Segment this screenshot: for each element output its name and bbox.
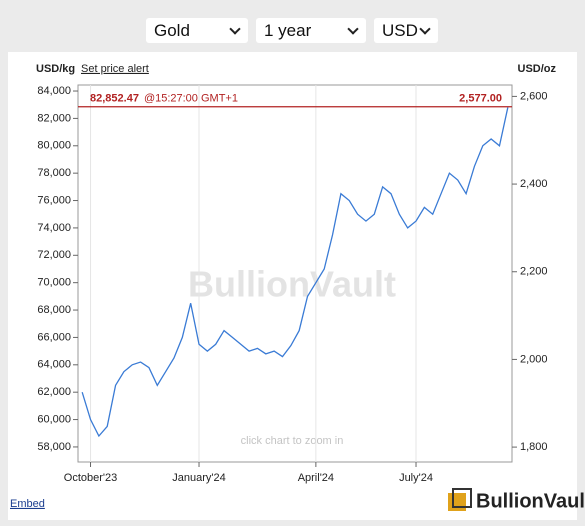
x-tick-label: October'23 bbox=[64, 472, 117, 484]
plot-area bbox=[77, 84, 513, 463]
x-tick-label: January'24 bbox=[172, 472, 225, 484]
right-unit: USD/oz bbox=[518, 63, 557, 75]
logo-text: BullionVault bbox=[476, 490, 585, 512]
y-tick-label: 62,000 bbox=[37, 386, 71, 398]
y2-tick-label: 1,800 bbox=[520, 441, 548, 453]
y-tick-label: 70,000 bbox=[37, 277, 71, 289]
y-tick-label: 58,000 bbox=[37, 441, 71, 453]
y-tick-label: 74,000 bbox=[37, 222, 71, 234]
y-tick-label: 82,000 bbox=[37, 112, 71, 124]
x-tick-label: April'24 bbox=[298, 472, 334, 484]
logo-icon bbox=[448, 493, 466, 511]
logo-icon-frame bbox=[452, 488, 472, 508]
y-tick-label: 66,000 bbox=[37, 331, 71, 343]
y-tick-label: 78,000 bbox=[37, 167, 71, 179]
panel bbox=[8, 52, 577, 520]
y2-tick-label: 2,400 bbox=[520, 178, 548, 190]
current-time: @15:27:00 GMT+1 bbox=[144, 93, 238, 105]
y-tick-label: 64,000 bbox=[37, 359, 71, 371]
y2-tick-label: 2,000 bbox=[520, 353, 548, 365]
y2-tick-label: 2,200 bbox=[520, 266, 548, 278]
y-tick-label: 72,000 bbox=[37, 249, 71, 261]
y-tick-label: 80,000 bbox=[37, 140, 71, 152]
y2-tick-label: 2,600 bbox=[520, 90, 548, 102]
current-price-oz-label: 2,577.00 bbox=[459, 93, 502, 105]
watermark: BullionVault bbox=[188, 264, 396, 305]
embed-link: Embed bbox=[10, 498, 45, 510]
alert-link: Set price alert bbox=[81, 63, 149, 75]
y-tick-label: 60,000 bbox=[37, 413, 71, 425]
zoom-hint: click chart to zoom in bbox=[241, 435, 344, 447]
x-tick-label: July'24 bbox=[399, 472, 433, 484]
current-price-label: 82,852.47 bbox=[90, 93, 139, 105]
price-line bbox=[81, 107, 509, 438]
y-tick-label: 68,000 bbox=[37, 304, 71, 316]
left-unit: USD/kg bbox=[36, 63, 75, 75]
metal-select[interactable]: Gold bbox=[146, 18, 248, 43]
y-tick-label: 76,000 bbox=[37, 194, 71, 206]
currency-select[interactable]: USD bbox=[374, 18, 438, 43]
period-select[interactable]: 1 year bbox=[256, 18, 366, 43]
y-tick-label: 84,000 bbox=[37, 85, 71, 97]
